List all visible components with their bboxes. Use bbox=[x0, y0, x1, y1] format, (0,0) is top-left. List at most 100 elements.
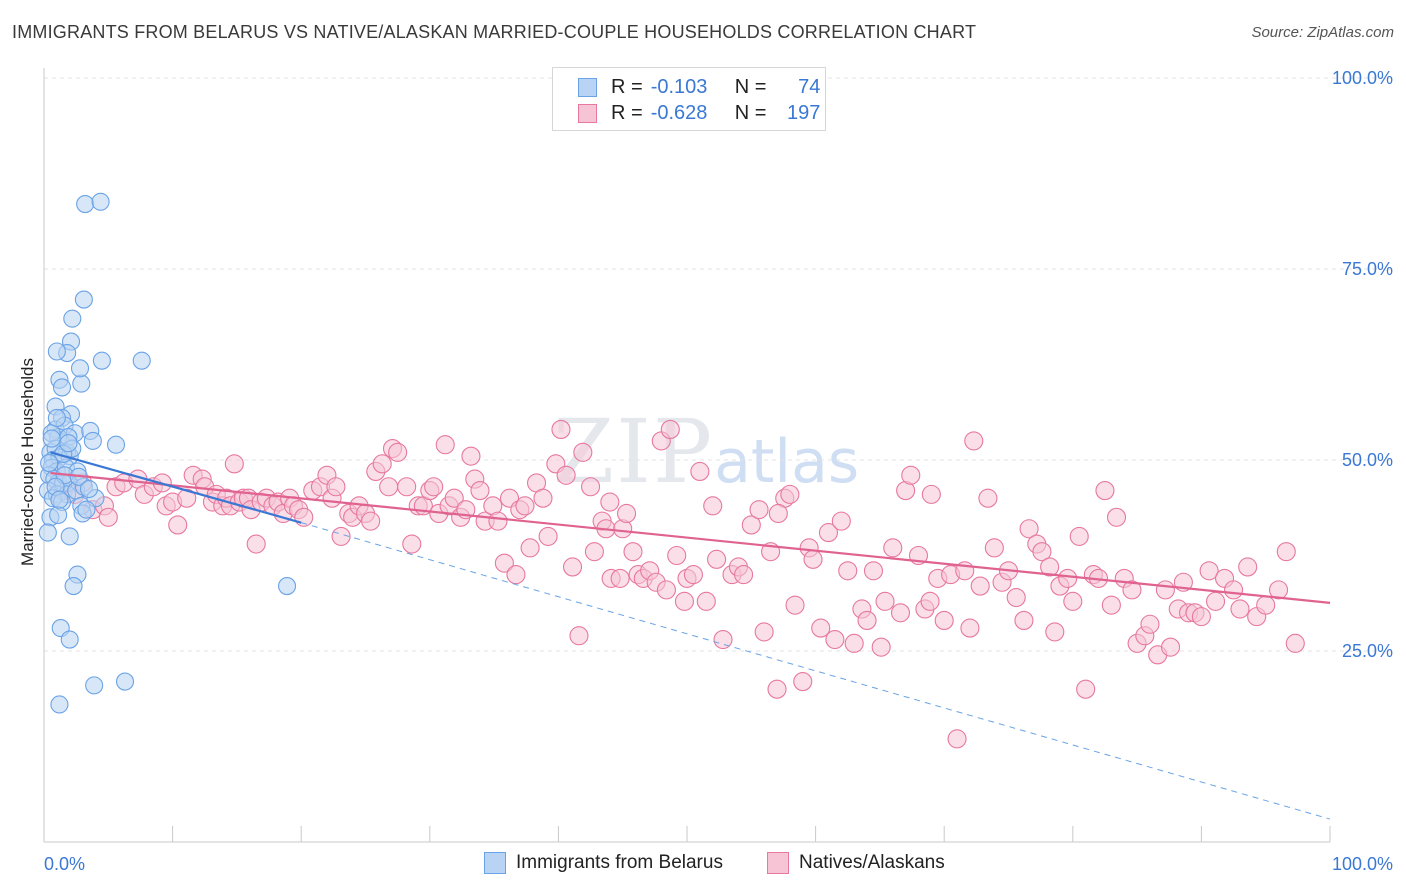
data-point-natives bbox=[1006, 587, 1026, 608]
data-point-natives bbox=[818, 523, 839, 543]
data-point-natives bbox=[838, 561, 858, 581]
legend-swatch-blue bbox=[484, 852, 506, 874]
data-point-natives bbox=[444, 488, 464, 508]
data-point-natives bbox=[1230, 599, 1250, 619]
data-point-belarus bbox=[85, 676, 104, 695]
legend-swatch-blue bbox=[578, 77, 597, 97]
y-tick-label: 50.0% bbox=[1342, 450, 1393, 470]
data-point-natives bbox=[331, 526, 351, 546]
legend-item-belarus[interactable]: Immigrants from Belarus bbox=[484, 852, 723, 874]
data-point-natives bbox=[1045, 622, 1065, 642]
data-point-belarus bbox=[278, 577, 297, 596]
data-point-natives bbox=[488, 511, 508, 531]
data-point-natives bbox=[1076, 679, 1096, 699]
data-point-natives bbox=[656, 580, 676, 600]
legend-row-natives: R = -0.628 N = 197 bbox=[578, 101, 820, 125]
data-point-natives bbox=[984, 538, 1004, 558]
data-point-belarus bbox=[50, 490, 69, 509]
data-point-natives bbox=[435, 435, 455, 455]
data-point-natives bbox=[825, 629, 845, 650]
data-point-natives bbox=[573, 442, 593, 462]
data-point-natives bbox=[1276, 542, 1296, 562]
data-point-natives bbox=[520, 538, 540, 558]
legend-r-value: -0.628 bbox=[650, 101, 708, 124]
data-point-natives bbox=[388, 442, 408, 462]
data-point-natives bbox=[1256, 595, 1276, 615]
data-point-belarus bbox=[59, 434, 78, 453]
data-point-belarus bbox=[47, 342, 66, 361]
data-point-natives bbox=[1160, 637, 1181, 657]
data-point-natives bbox=[533, 488, 553, 508]
data-point-natives bbox=[569, 626, 589, 646]
data-point-natives bbox=[623, 542, 643, 562]
trend-line-belarus-extrapolated bbox=[301, 522, 1331, 820]
data-point-natives bbox=[168, 515, 188, 535]
belarus-points bbox=[38, 192, 297, 714]
data-point-natives bbox=[1224, 580, 1244, 600]
data-point-natives bbox=[1155, 580, 1175, 600]
data-point-natives bbox=[556, 465, 576, 485]
legend-swatch-pink bbox=[578, 103, 597, 123]
x-tick-label-min: 0.0% bbox=[44, 854, 85, 874]
natives-alaskans-points bbox=[53, 419, 1305, 749]
data-point-natives bbox=[1269, 580, 1289, 600]
data-point-natives bbox=[1191, 607, 1211, 627]
data-point-natives bbox=[1058, 568, 1078, 588]
data-point-belarus bbox=[74, 290, 93, 309]
data-point-natives bbox=[1106, 507, 1127, 527]
data-point-natives bbox=[246, 534, 266, 554]
data-point-belarus bbox=[92, 351, 111, 370]
data-point-natives bbox=[875, 591, 895, 611]
data-point-natives bbox=[538, 526, 558, 546]
legend-n-label: N = bbox=[734, 101, 767, 124]
data-point-natives bbox=[754, 622, 774, 642]
chart-title: IMMIGRANTS FROM BELARUS VS NATIVE/ALASKA… bbox=[12, 22, 977, 42]
data-point-natives bbox=[857, 610, 877, 630]
data-point-natives bbox=[707, 549, 727, 569]
data-point-natives bbox=[934, 610, 954, 630]
trend-line-natives bbox=[50, 471, 1331, 604]
data-point-natives bbox=[402, 534, 422, 554]
data-point-belarus bbox=[76, 195, 95, 214]
data-point-natives bbox=[803, 549, 823, 569]
data-point-belarus bbox=[106, 435, 126, 454]
y-tick-label: 25.0% bbox=[1342, 641, 1393, 661]
legend-label-belarus: Immigrants from Belarus bbox=[516, 852, 723, 873]
x-tick-label-max: 100.0% bbox=[1332, 854, 1393, 874]
data-point-natives bbox=[1040, 557, 1060, 577]
data-point-natives bbox=[690, 461, 710, 482]
data-point-belarus bbox=[52, 378, 72, 397]
data-point-natives bbox=[667, 545, 687, 566]
data-point-belarus bbox=[60, 630, 79, 649]
data-point-natives bbox=[871, 637, 891, 657]
legend-row-belarus: R = -0.103 N = 74 bbox=[578, 75, 820, 99]
data-point-natives bbox=[674, 591, 694, 611]
data-point-natives bbox=[890, 603, 911, 623]
series-legend: Immigrants from Belarus Natives/Alaskans bbox=[0, 852, 1406, 876]
legend-item-natives[interactable]: Natives/Alaskans bbox=[767, 852, 945, 874]
data-point-natives bbox=[1122, 580, 1142, 600]
data-point-natives bbox=[424, 477, 444, 497]
data-point-natives bbox=[397, 477, 417, 497]
data-point-belarus bbox=[63, 309, 82, 328]
y-tick-label: 75.0% bbox=[1342, 259, 1393, 279]
data-point-natives bbox=[660, 419, 680, 439]
data-point-natives bbox=[177, 488, 197, 508]
data-point-natives bbox=[600, 492, 620, 512]
data-point-natives bbox=[920, 591, 940, 611]
data-point-natives bbox=[844, 633, 864, 653]
data-point-belarus bbox=[47, 408, 66, 428]
data-point-natives bbox=[683, 565, 703, 585]
trend-lines bbox=[50, 451, 1331, 820]
data-point-natives bbox=[584, 542, 604, 562]
data-point-belarus bbox=[72, 374, 91, 393]
data-point-natives bbox=[734, 565, 754, 585]
data-point-natives bbox=[580, 477, 601, 497]
y-tick-label: 100.0% bbox=[1332, 68, 1393, 88]
data-point-belarus bbox=[79, 479, 99, 499]
legend-r-label: R = bbox=[611, 101, 643, 124]
data-point-natives bbox=[921, 484, 941, 504]
data-point-natives bbox=[1019, 519, 1039, 539]
data-point-natives bbox=[947, 729, 967, 749]
